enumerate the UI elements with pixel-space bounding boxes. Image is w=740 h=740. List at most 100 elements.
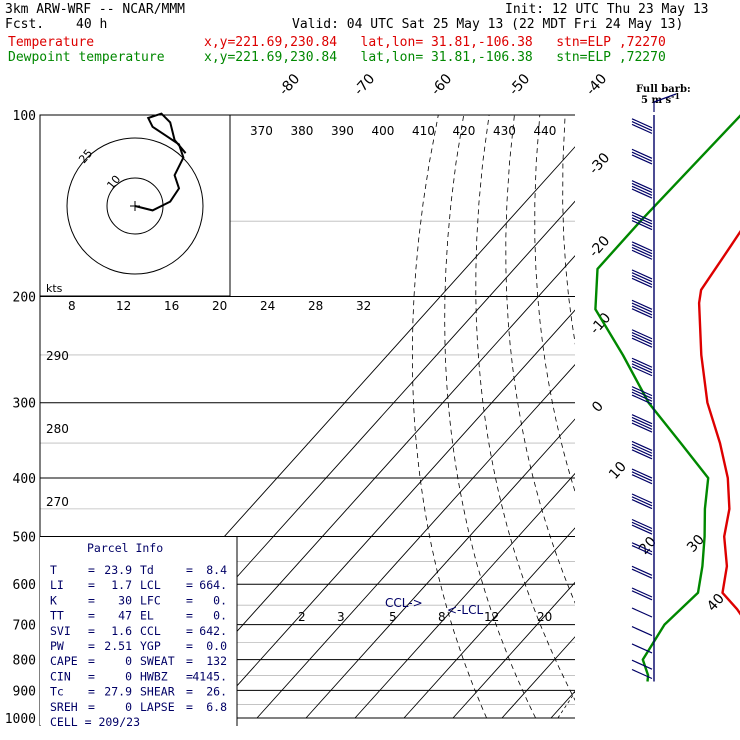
dry-adiabat-line	[667, 115, 740, 718]
parcel-param-name: SWEAT	[140, 654, 175, 668]
wind-barb	[631, 565, 653, 579]
parcel-param-value: 47	[118, 609, 132, 623]
wind-barb	[631, 518, 653, 535]
dry-adiabat-line	[412, 115, 487, 719]
dry-adiabat-line	[562, 115, 575, 345]
parcel-param-value: 0	[125, 700, 132, 714]
parcel-param-name: SREH	[50, 700, 78, 714]
wind-barb	[631, 659, 653, 670]
isotherm-line	[354, 472, 575, 719]
dry-adiabat-line	[475, 115, 575, 701]
isotherm-line	[305, 418, 575, 719]
hodograph-scale-label: 8	[68, 299, 76, 313]
temperature-location-info: x,y=221.69,230.84 lat,lon= 31.81,-106.38…	[204, 35, 666, 50]
isotherm-line	[452, 581, 575, 719]
hodograph-ring	[66, 137, 204, 275]
parcel-param-value: 8.4	[206, 563, 227, 577]
wind-barb	[631, 626, 653, 637]
parcel-param-name: SHEAR	[140, 685, 175, 699]
parcel-param-equals: =	[186, 669, 193, 683]
isotherm-line	[501, 636, 575, 719]
parcel-info-panel	[40, 537, 237, 725]
parcel-param-value: 0.	[213, 609, 227, 623]
theta-label: 270	[46, 495, 69, 509]
mixing-ratio-label: 8	[438, 610, 446, 624]
dry-adiabat-line	[692, 115, 740, 718]
parcel-param-name: YGP	[140, 639, 161, 653]
parcel-param-equals: =	[186, 624, 193, 638]
parcel-param-equals: =	[186, 639, 193, 653]
isotherm-line	[158, 255, 575, 719]
hodograph-units: kts	[46, 282, 63, 295]
parcel-param-value: 1.7	[111, 578, 132, 592]
isotherm-tick-label: -50	[506, 71, 533, 99]
hodograph-scale-label: 20	[212, 299, 227, 313]
mixing-ratio-label: 12	[484, 610, 499, 624]
parcel-param-value: 23.9	[104, 563, 132, 577]
hodograph-scale-label: 32	[356, 299, 371, 313]
isotherm-tick-label: -30	[586, 150, 613, 178]
pressure-tick-label: 200	[13, 291, 36, 306]
wind-barb	[631, 386, 653, 405]
parcel-param-equals: =	[88, 654, 95, 668]
theta-label: 430	[493, 124, 516, 138]
dry-adiabat-line	[717, 115, 740, 718]
valid-time: Valid: 04 UTC Sat 25 May 13 (22 MDT Fri …	[292, 17, 684, 32]
ccl-annotation: CCL->	[385, 596, 423, 610]
hodograph-scale-label: 16	[164, 299, 179, 313]
hodograph-trace	[134, 112, 187, 212]
parcel-param-name: LAPSE	[140, 700, 175, 714]
parcel-param-equals: =	[88, 700, 95, 714]
forecast-hour: 40 h	[76, 17, 108, 32]
init-time: Init: 12 UTC Thu 23 May 13	[505, 2, 709, 17]
wind-barb	[631, 414, 653, 433]
parcel-param-equals: =	[186, 578, 193, 592]
theta-label: 380	[291, 124, 314, 138]
pressure-tick-label: 100	[13, 109, 36, 124]
parcel-param-name: K	[50, 593, 57, 607]
parcel-param-equals: =	[88, 578, 95, 592]
isotherm-tick-label: 0	[589, 398, 607, 415]
theta-label: 440	[534, 124, 557, 138]
wind-barb	[631, 643, 653, 654]
wind-barb	[631, 607, 653, 618]
mixing-ratio-label: 3	[337, 610, 345, 624]
pressure-tick-label: 500	[13, 530, 36, 545]
wind-barb	[631, 148, 653, 165]
wind-legend-title: Full barb:	[636, 84, 691, 95]
isotherm-tick-label: -80	[276, 71, 303, 99]
theta-label: 410	[412, 124, 435, 138]
parcel-param-equals: =	[88, 669, 95, 683]
pressure-tick-label: 700	[13, 619, 36, 634]
isotherm-line	[403, 527, 575, 719]
parcel-param-equals: =	[88, 609, 95, 623]
wind-legend-barb	[653, 93, 677, 103]
parcel-param-value: 0.	[213, 593, 227, 607]
parcel-param-equals: =	[88, 639, 95, 653]
wind-barb	[631, 357, 653, 377]
parcel-info-title: Parcel Info	[87, 541, 163, 555]
parcel-param-equals: =	[88, 624, 95, 638]
parcel-param-value: 26.	[206, 685, 227, 699]
isotherm-line	[207, 309, 575, 719]
parcel-cell-motion: CELL = 209/23	[50, 715, 140, 729]
parcel-param-name: LFC	[140, 593, 161, 607]
mixing-ratio-line	[584, 584, 672, 718]
parcel-param-value: 4145.	[192, 669, 227, 683]
dry-adiabat-line	[590, 115, 740, 718]
mixing-ratio-label: 5	[389, 610, 397, 624]
wind-barb	[631, 180, 653, 199]
theta-label: 390	[331, 124, 354, 138]
pressure-tick-label: 600	[13, 578, 36, 593]
parcel-param-name: CCL	[140, 624, 161, 638]
parcel-param-name: CIN	[50, 669, 71, 683]
wind-legend-value: 5 m s-1	[641, 91, 680, 106]
isotherm-line	[600, 115, 740, 718]
dewpoint-legend-label: Dewpoint temperature	[8, 50, 165, 65]
forecast-label: Fcst.	[5, 17, 45, 32]
parcel-param-name: EL	[140, 609, 154, 623]
isotherm-tick-label: 10	[606, 459, 630, 483]
parcel-param-equals: =	[186, 563, 193, 577]
theta-label: 400	[372, 124, 395, 138]
